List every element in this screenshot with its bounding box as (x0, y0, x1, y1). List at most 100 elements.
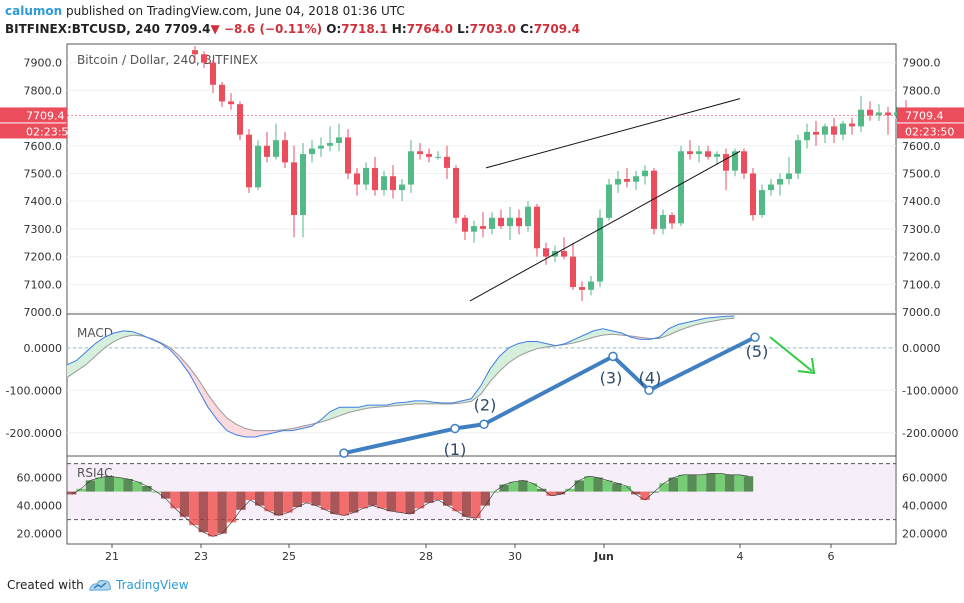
candle-body (687, 151, 693, 155)
candle-body (858, 109, 864, 127)
candle-body (525, 206, 531, 227)
candle-body (651, 170, 657, 229)
price-tick-right: 7900.0 (902, 57, 941, 70)
rsi-column (236, 491, 246, 510)
candle-body (822, 126, 828, 135)
macd-cloud-segment (217, 407, 227, 431)
macd-cloud-segment (593, 328, 603, 338)
macd-cloud-segment (302, 424, 312, 429)
price-tick-left: 7400.0 (24, 195, 63, 208)
rsi-column (452, 491, 462, 512)
rsi-column (471, 491, 481, 519)
down-arrow-head-icon (797, 357, 816, 375)
rsi-column (311, 491, 321, 506)
rsi-tick-right: 40.0000 (902, 500, 948, 513)
last-price-tag-left (0, 107, 67, 123)
countdown-tag-right (897, 123, 964, 139)
macd-cloud-segment (226, 417, 237, 435)
price-chart-title: Bitcoin / Dollar, 240, BITFINEX (77, 53, 258, 67)
macd-cloud-segment (264, 430, 274, 435)
chart-canvas[interactable]: Bitcoin / Dollar, 240, BITFINEX MACD RSI… (0, 40, 964, 568)
candle-body (534, 206, 540, 249)
candle-body (336, 137, 342, 143)
created-with-text: Created with (7, 578, 84, 592)
macd-cloud-segment (189, 366, 199, 391)
countdown-value-left: 02:23:50 (26, 125, 75, 138)
candle-body (444, 156, 450, 168)
candle-body (642, 170, 648, 177)
rsi-column (725, 474, 735, 492)
macd-tick-left: -200.0000 (6, 427, 62, 440)
macd-tick-left: -100.0000 (6, 384, 62, 397)
rsi-column (76, 488, 86, 492)
candlestick-series (192, 46, 909, 301)
macd-cloud-segment (95, 337, 105, 357)
candle-body (588, 281, 594, 290)
elliott-wave-label: (4) (639, 368, 662, 387)
candle-body (192, 50, 198, 55)
candle-body (723, 154, 729, 171)
rsi-column (255, 491, 265, 506)
price-tick-left: 7300.0 (24, 223, 63, 236)
rsi-column (151, 491, 161, 493)
close-label: C: (520, 22, 534, 36)
macd-cloud-segment (292, 426, 302, 431)
rsi-column (537, 488, 547, 492)
price-tick-right: 7500.0 (902, 167, 941, 180)
price-tick-right: 7600.0 (902, 140, 941, 153)
x-tick-label: 23 (194, 550, 208, 563)
elliott-wave-path (343, 335, 756, 456)
rsi-column (706, 473, 716, 492)
candle-body (255, 145, 261, 188)
macd-cloud-segment (480, 369, 490, 395)
macd-cloud-segment (198, 379, 208, 408)
macd-cloud-segment (114, 330, 124, 342)
candle-body (786, 173, 792, 179)
tradingview-link[interactable]: TradingView (116, 578, 189, 592)
candle-body (606, 184, 612, 218)
rsi-column (593, 477, 603, 492)
rsi-column (114, 477, 124, 492)
macd-cloud-segment (67, 360, 77, 378)
rsi-column (283, 491, 293, 513)
rsi-column (264, 491, 274, 512)
elliott-wave-label: (5) (746, 342, 769, 361)
macd-cloud-segment (461, 398, 472, 404)
candle-body (498, 217, 504, 227)
candle-body (219, 84, 225, 102)
macd-cloud-segment (85, 343, 96, 365)
macd-cloud-segment (678, 322, 688, 331)
x-tick-label: 6 (828, 550, 835, 563)
rsi-column (358, 491, 368, 509)
rsi-column (179, 491, 190, 517)
candle-body (795, 140, 801, 174)
rsi-column (386, 491, 396, 512)
close-value: 7709.4 (533, 22, 581, 36)
rsi-column (565, 488, 575, 492)
rsi-column (161, 491, 171, 499)
publish-line: calumon published on TradingView.com, Ju… (5, 4, 405, 18)
rsi-tick-right: 60.0000 (902, 472, 948, 485)
candle-body (462, 217, 468, 232)
rsi-column (602, 480, 613, 492)
rsi-tick-left: 60.0000 (17, 472, 63, 485)
candle-body (399, 184, 405, 191)
elliott-waves: (1) (2) (3) (4) (5) (339, 332, 816, 459)
candle-body (543, 248, 549, 257)
rsi-column (508, 481, 519, 492)
rsi-column (640, 491, 650, 500)
candle-body (696, 151, 702, 155)
macd-cloud-segment (339, 407, 349, 416)
rsi-column (349, 491, 359, 513)
author-link[interactable]: calumon (5, 4, 63, 18)
high-value: 7764.0 (406, 22, 453, 36)
tradingview-logo-icon[interactable] (88, 577, 112, 593)
footer: Created with TradingView (0, 568, 964, 603)
candle-body (300, 154, 306, 216)
elliott-wave-point (339, 448, 349, 458)
candle-body (840, 123, 846, 135)
elliott-wave-point (450, 423, 460, 434)
elliott-wave-point (644, 385, 654, 396)
rsi-column (226, 491, 237, 523)
candle-body (426, 154, 432, 157)
